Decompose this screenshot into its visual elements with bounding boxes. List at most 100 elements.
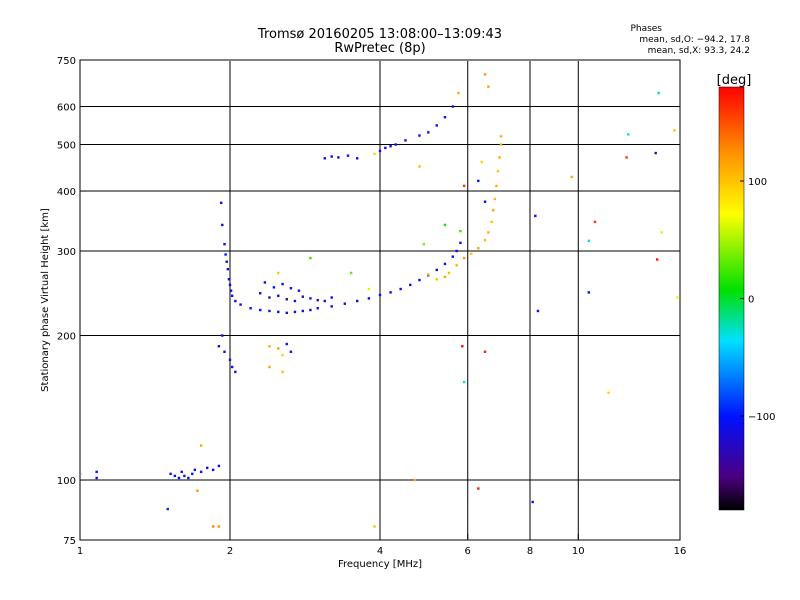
data-point — [477, 487, 480, 490]
data-point — [223, 350, 226, 353]
data-point — [349, 271, 353, 275]
data-point — [346, 154, 350, 157]
y-tick-label: 750 — [57, 56, 76, 67]
data-point — [492, 208, 495, 212]
y-tick-label: 75 — [63, 536, 76, 547]
phase-info-x-line: mean, sd,X: 93.3, 24.2 — [648, 46, 750, 56]
data-point — [477, 247, 480, 250]
phase-info-heading: Phases — [630, 24, 662, 34]
data-point — [199, 470, 203, 474]
data-point — [435, 124, 438, 127]
data-point — [268, 296, 271, 299]
data-point — [435, 278, 438, 281]
data-point — [676, 296, 679, 299]
data-point — [217, 464, 221, 468]
data-point — [660, 231, 663, 234]
data-point — [461, 345, 464, 348]
data-point — [234, 299, 237, 303]
data-point — [169, 472, 172, 476]
data-point — [490, 220, 493, 224]
data-point — [285, 311, 288, 315]
data-point — [289, 350, 293, 353]
data-point — [435, 268, 438, 272]
data-point — [277, 347, 280, 350]
data-point — [447, 271, 451, 275]
x-tick-label: 4 — [377, 546, 383, 557]
chart-title-line1: Tromsø 20160205 13:08:00–13:09:43 — [257, 27, 502, 42]
phase-info-o-line: mean, sd,O: −94.2, 17.8 — [639, 35, 750, 45]
data-point — [330, 305, 333, 308]
data-point — [301, 309, 305, 313]
grid-lines — [81, 61, 679, 539]
colorbar-tick-label: −100 — [748, 412, 775, 423]
data-point — [285, 342, 288, 346]
data-point — [495, 184, 498, 188]
data-point — [316, 298, 319, 302]
y-axis-label: Stationary phase Virtual Height [km] — [40, 208, 51, 392]
data-point — [373, 152, 376, 156]
data-point — [459, 241, 462, 245]
data-point — [587, 291, 591, 294]
data-point — [498, 156, 501, 159]
data-point — [487, 85, 490, 88]
data-point — [205, 466, 209, 470]
data-point — [427, 131, 430, 134]
data-point — [223, 242, 226, 246]
data-point — [483, 73, 487, 76]
data-point — [225, 260, 228, 263]
data-point — [228, 358, 232, 362]
data-point — [191, 472, 194, 476]
data-point — [443, 262, 447, 266]
data-point — [462, 380, 466, 384]
data-point — [289, 286, 293, 290]
data-point — [657, 91, 660, 95]
data-point — [285, 298, 288, 301]
data-point — [228, 283, 232, 287]
data-point — [263, 281, 267, 284]
data-point — [180, 470, 183, 474]
data-point — [422, 242, 426, 246]
data-point — [399, 287, 402, 291]
data-point — [173, 474, 177, 478]
data-point — [483, 350, 487, 353]
data-point — [483, 238, 487, 242]
data-point — [219, 201, 223, 205]
colorbar — [718, 86, 745, 511]
data-point — [323, 299, 327, 303]
data-point — [451, 105, 455, 108]
data-point — [323, 157, 327, 160]
y-tick-label: 400 — [57, 187, 76, 198]
data-point — [673, 129, 676, 132]
data-point — [268, 345, 271, 348]
data-point — [570, 175, 573, 179]
data-point — [337, 156, 340, 159]
data-point — [409, 283, 412, 287]
data-point — [95, 476, 98, 480]
data-point — [281, 353, 284, 357]
data-point — [183, 474, 186, 478]
data-point — [418, 134, 421, 137]
data-point — [593, 220, 597, 224]
data-points — [81, 73, 679, 528]
data-point — [95, 470, 98, 474]
data-point — [330, 296, 333, 299]
data-point — [227, 278, 231, 281]
chart-title-line2: RwPretec (8p) — [334, 41, 425, 56]
data-point — [277, 310, 280, 314]
data-point — [249, 307, 252, 310]
x-tick-label: 1 — [77, 546, 83, 557]
colorbar-tick-label: 0 — [748, 295, 754, 306]
data-point — [330, 155, 333, 158]
colorbar-ticks: 100 0 −100 — [740, 177, 775, 423]
data-point — [81, 472, 82, 476]
data-point — [234, 370, 237, 374]
data-point — [384, 146, 387, 150]
data-point — [277, 271, 280, 275]
data-point — [457, 91, 460, 95]
data-point — [413, 478, 417, 482]
data-point — [487, 231, 490, 234]
data-point — [316, 307, 319, 310]
data-point — [607, 391, 610, 394]
data-point — [462, 184, 466, 188]
